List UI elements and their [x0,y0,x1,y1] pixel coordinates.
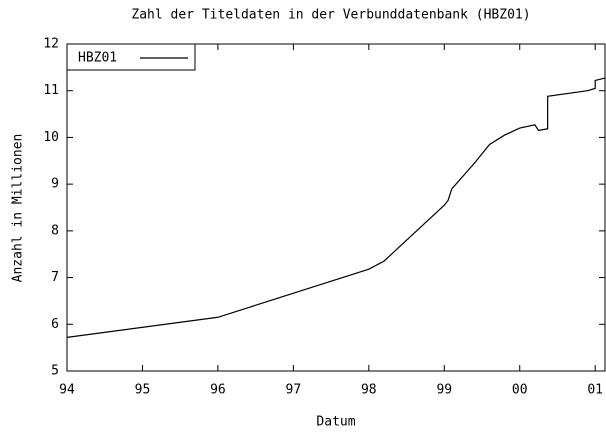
y-tick-label: 7 [51,270,59,285]
data-line [66,77,606,338]
y-tick-label: 9 [51,177,59,192]
x-tick-label: 96 [210,383,226,398]
x-tick-label: 01 [587,383,603,398]
x-tick-label: 97 [286,383,302,398]
y-tick-label: 6 [51,317,59,332]
y-tick-label: 5 [51,364,59,379]
x-tick-label: 95 [135,383,151,398]
x-tick-label: 94 [59,383,75,398]
y-tick-label: 12 [43,37,59,52]
y-axis-label: Anzahl in Millionen [11,134,26,283]
x-tick-label: 00 [512,383,528,398]
x-tick-label: 99 [436,383,452,398]
y-tick-label: 8 [51,223,59,238]
y-tick-label: 11 [43,83,59,98]
legend-box [66,43,196,71]
legend-label: HBZ01 [78,51,117,66]
x-axis-label: Datum [316,415,355,430]
chart-title: Zahl der Titeldaten in der Verbunddatenb… [131,8,530,23]
plot-border [66,43,606,372]
x-tick-label: 98 [361,383,377,398]
y-tick-label: 10 [43,130,59,145]
